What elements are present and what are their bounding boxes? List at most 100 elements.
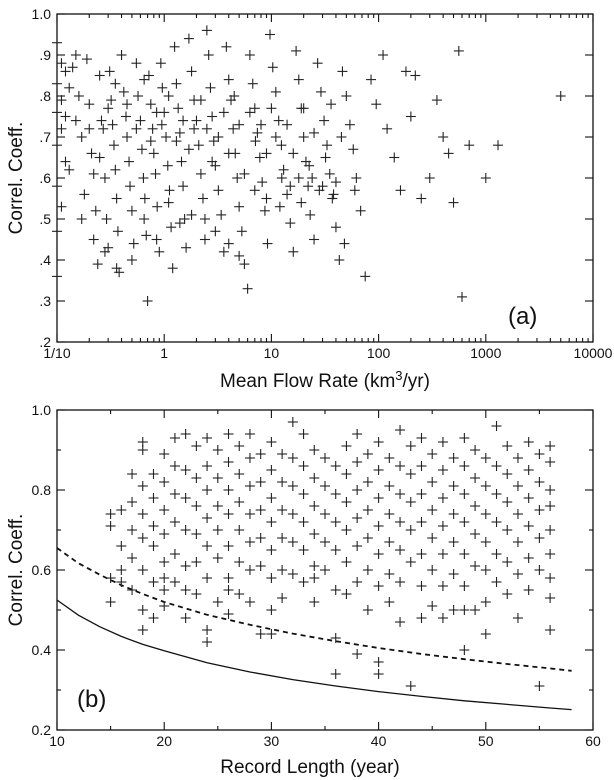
data-point-a <box>76 132 87 142</box>
data-point-b <box>266 437 277 447</box>
data-point-a <box>178 115 189 126</box>
data-point-a <box>70 115 81 126</box>
data-point-a <box>145 136 156 147</box>
data-point-b <box>330 633 341 643</box>
data-point-b <box>255 505 266 515</box>
data-point-b <box>212 597 223 607</box>
data-point-b <box>330 489 341 499</box>
data-point-a <box>232 173 243 183</box>
data-point-b <box>352 577 363 587</box>
data-point-b <box>320 481 330 491</box>
data-point-b <box>384 537 395 547</box>
data-point-a <box>152 201 163 212</box>
data-point-a <box>205 82 216 93</box>
data-point-a <box>195 168 206 179</box>
data-point-a <box>56 58 67 69</box>
data-point-b <box>459 433 470 443</box>
data-point-a <box>162 160 173 171</box>
data-point-a <box>52 181 62 192</box>
data-point-b <box>127 585 138 595</box>
data-point-b <box>169 433 180 443</box>
data-point-a <box>167 263 178 274</box>
data-point-b <box>448 509 459 519</box>
data-point-b <box>244 537 255 547</box>
data-point-b <box>341 525 352 535</box>
data-point-b <box>395 489 406 499</box>
data-point-b <box>459 605 470 615</box>
data-point-a <box>73 91 84 101</box>
data-point-b <box>470 501 481 511</box>
data-point-b <box>191 473 202 483</box>
data-point-b <box>352 513 363 523</box>
y-tick-label-a: .8 <box>39 88 51 104</box>
y-tick-label-a: .6 <box>39 170 51 186</box>
data-point-b <box>373 521 384 531</box>
data-point-a <box>141 230 152 241</box>
data-point-a <box>555 91 566 101</box>
data-point-b <box>223 429 234 439</box>
data-point-b <box>255 449 266 459</box>
data-point-a <box>106 95 117 106</box>
data-point-b <box>534 565 545 575</box>
data-point-b <box>202 541 213 551</box>
data-point-a <box>448 197 459 208</box>
data-point-b <box>480 597 491 607</box>
data-point-b <box>202 433 213 443</box>
data-point-b <box>202 461 213 471</box>
data-point-a <box>288 148 299 159</box>
data-point-b <box>202 625 213 635</box>
data-point-a <box>276 173 287 183</box>
data-point-b <box>362 477 373 487</box>
data-point-b <box>523 585 534 595</box>
data-point-a <box>324 168 335 179</box>
data-point-b <box>212 473 223 483</box>
data-point-a <box>216 209 227 220</box>
data-point-a <box>273 115 284 126</box>
data-point-b <box>352 541 363 551</box>
data-point-b <box>330 669 341 679</box>
data-point-a <box>199 214 210 224</box>
data-point-b <box>491 549 502 559</box>
data-point-b <box>255 629 266 639</box>
data-point-b <box>523 521 534 531</box>
data-point-a <box>207 111 218 122</box>
data-point-b <box>234 557 245 567</box>
data-point-b <box>373 581 384 591</box>
data-point-b <box>416 489 427 499</box>
data-point-b <box>448 481 459 491</box>
x-axis-title-a: Mean Flow Rate (km3/yr) <box>220 368 430 392</box>
data-point-b <box>105 573 116 583</box>
data-point-a <box>169 41 180 52</box>
data-point-b <box>309 561 320 571</box>
data-point-b <box>191 589 202 599</box>
data-point-a <box>416 193 427 204</box>
data-point-a <box>315 86 326 97</box>
data-point-b <box>459 549 470 559</box>
data-point-a <box>457 291 468 302</box>
data-point-b <box>159 573 170 583</box>
data-point-b <box>512 453 523 463</box>
data-point-b <box>277 533 288 543</box>
data-point-b <box>352 457 363 467</box>
data-point-b <box>534 505 545 515</box>
y-tick-label-a: .9 <box>39 47 51 63</box>
data-point-a <box>110 78 121 89</box>
data-point-b <box>266 629 277 639</box>
data-point-a <box>151 107 162 118</box>
data-point-a <box>405 111 416 122</box>
y-axis-title-b: Correl. Coeff. <box>6 514 27 627</box>
data-point-a <box>285 181 296 192</box>
data-point-b <box>437 581 448 591</box>
data-point-b <box>470 561 481 571</box>
data-point-a <box>131 58 142 69</box>
data-point-b <box>480 565 491 575</box>
data-point-b <box>169 577 180 587</box>
data-point-a <box>108 140 119 151</box>
x-tick-label-b: 40 <box>371 733 387 749</box>
data-point-b <box>159 601 170 611</box>
data-point-b <box>127 497 138 507</box>
data-point-a <box>254 152 265 163</box>
data-point-b <box>159 505 170 515</box>
data-point-a <box>256 119 267 130</box>
y-tick-label-b: 1.0 <box>32 402 52 418</box>
